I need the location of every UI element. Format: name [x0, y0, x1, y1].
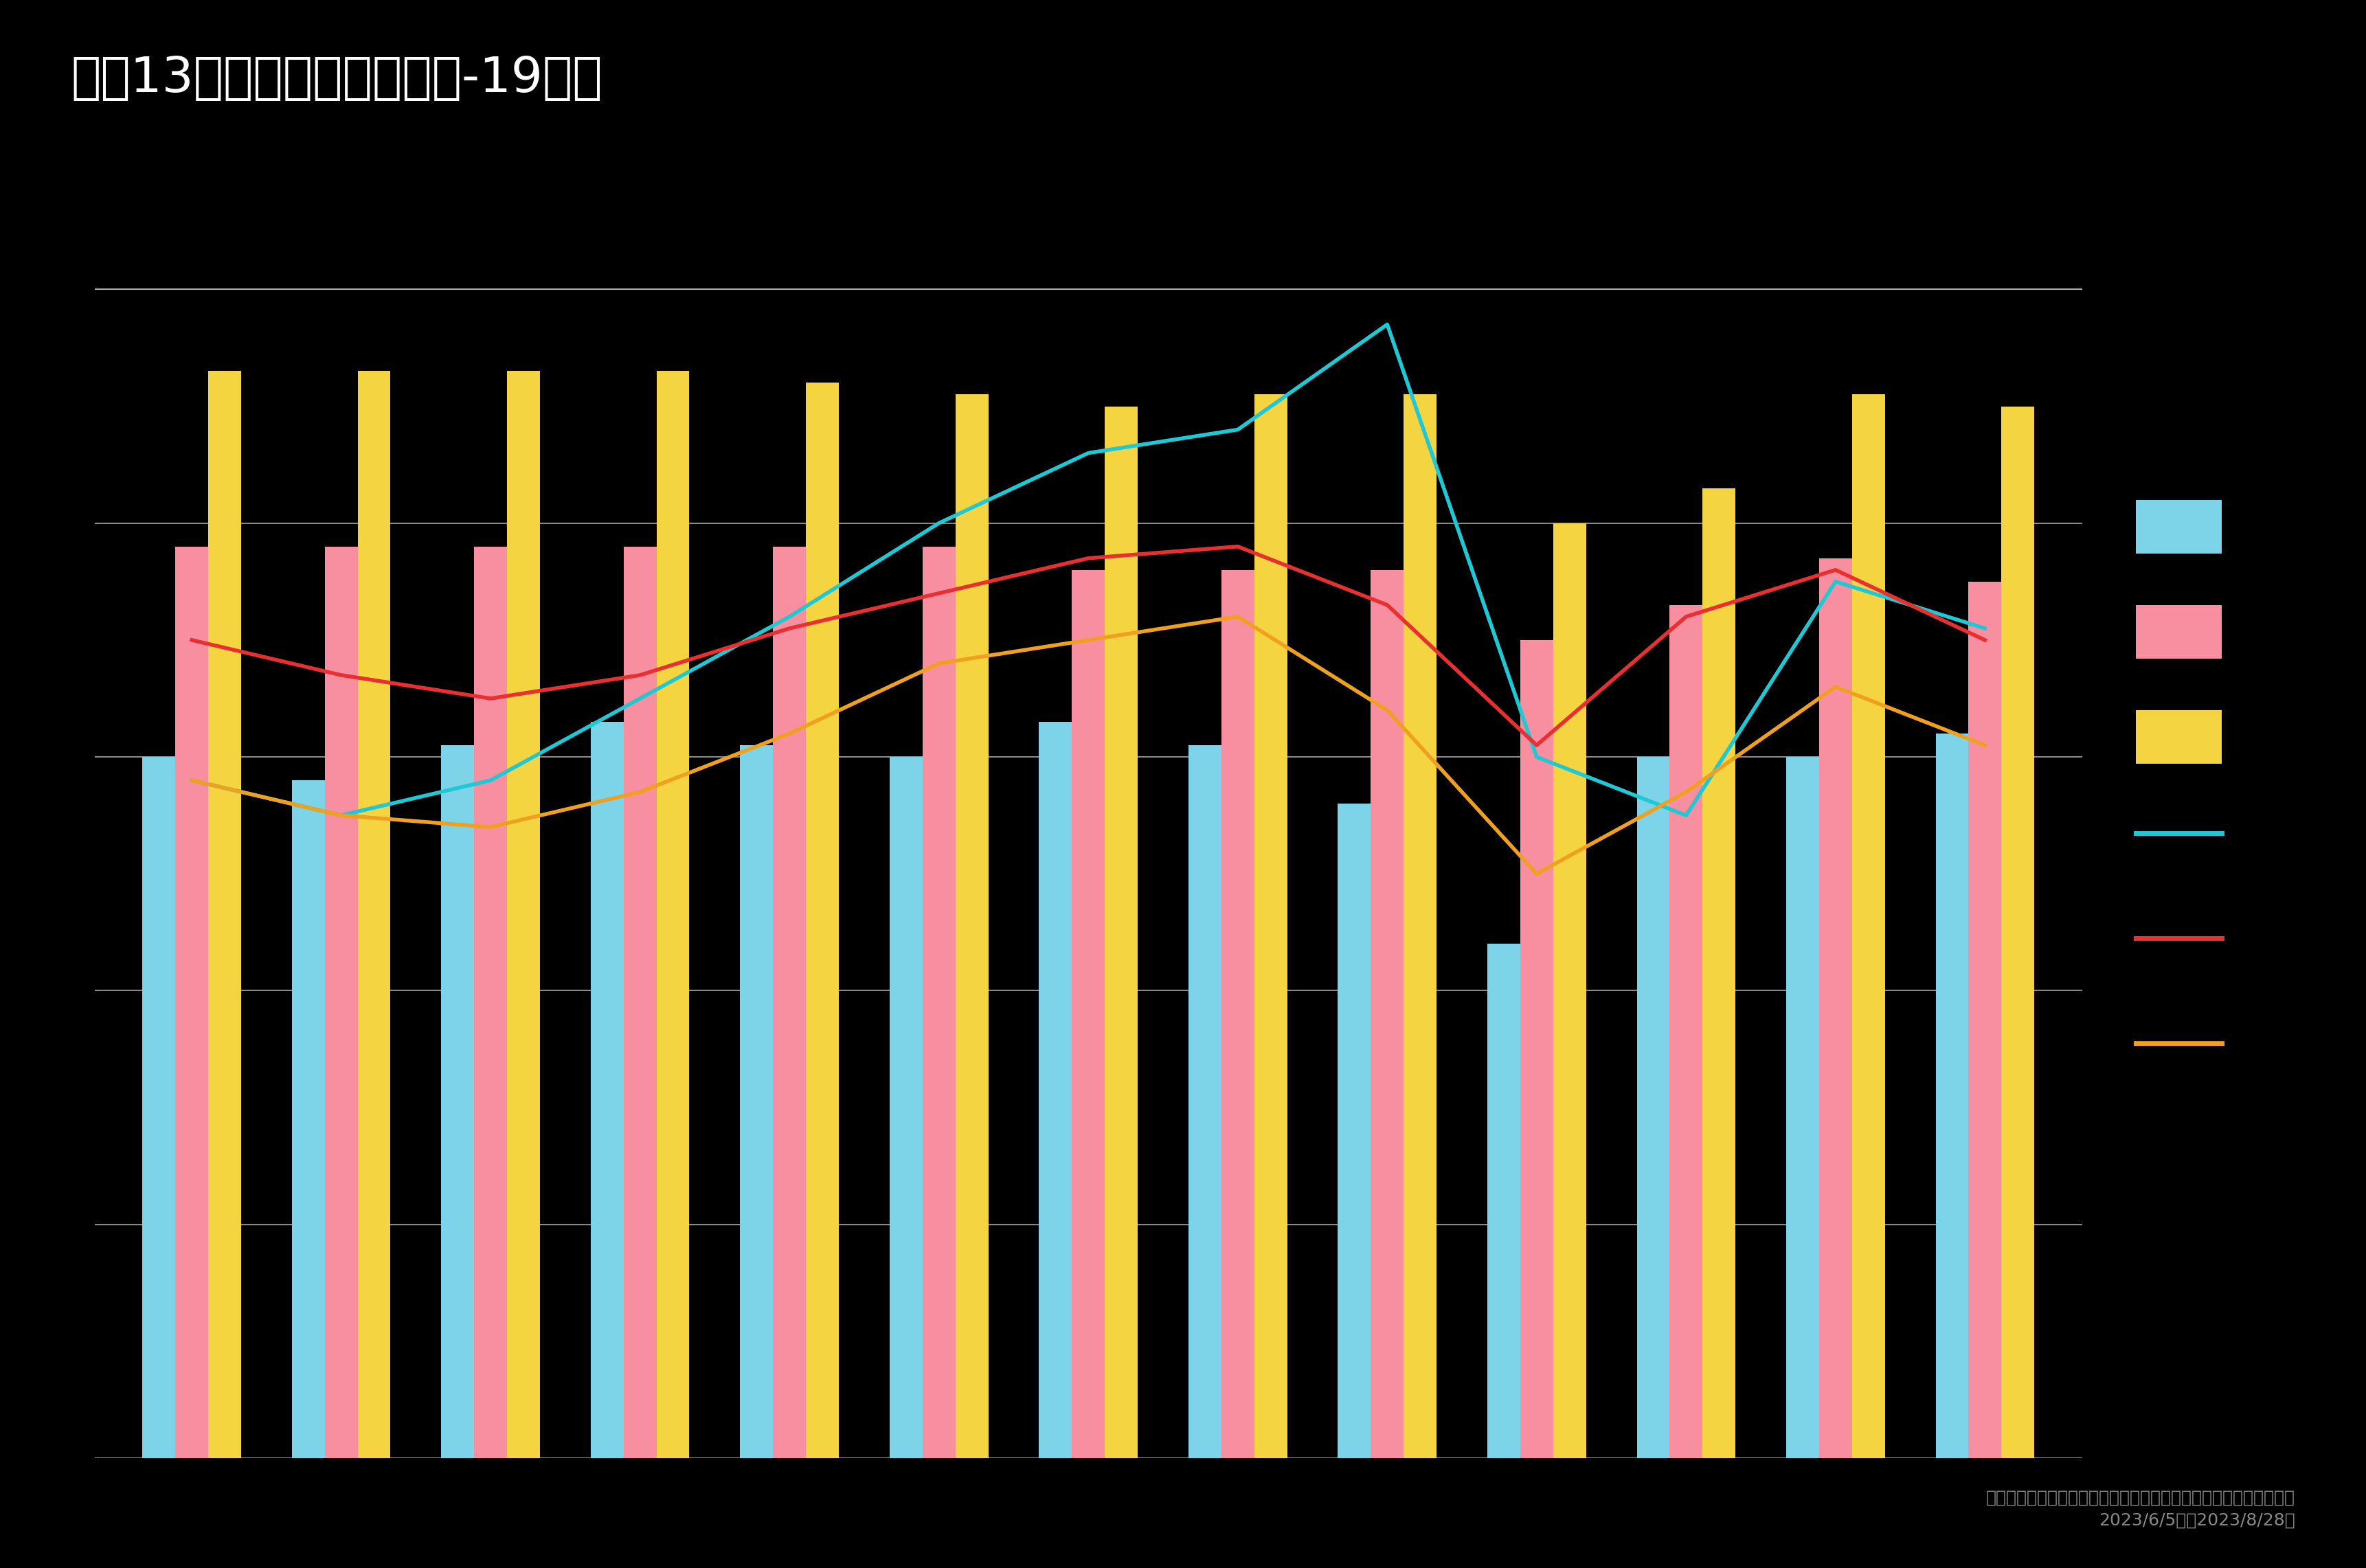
- Bar: [1403, 395, 1436, 1458]
- Bar: [2002, 406, 2035, 1458]
- Bar: [291, 781, 324, 1458]
- Bar: [1521, 640, 1552, 1458]
- Bar: [1819, 558, 1853, 1458]
- Bar: [1254, 395, 1287, 1458]
- Bar: [592, 721, 625, 1458]
- Bar: [1105, 406, 1138, 1458]
- Bar: [956, 395, 989, 1458]
- Bar: [1221, 569, 1254, 1458]
- Text: データ：モバイル空間統計・国内人口分布統計（リアルタイム版）
2023/6/5週～2023/8/28週: データ：モバイル空間統計・国内人口分布統計（リアルタイム版） 2023/6/5週…: [1985, 1490, 2295, 1529]
- Bar: [208, 372, 241, 1458]
- Bar: [506, 372, 539, 1458]
- Bar: [655, 372, 689, 1458]
- Bar: [1337, 804, 1370, 1458]
- Bar: [1552, 524, 1585, 1458]
- Bar: [1704, 488, 1734, 1458]
- Bar: [923, 547, 956, 1458]
- Bar: [175, 547, 208, 1458]
- Bar: [625, 547, 655, 1458]
- Bar: [142, 757, 175, 1458]
- Bar: [807, 383, 840, 1458]
- Bar: [1188, 745, 1221, 1458]
- Bar: [1488, 944, 1521, 1458]
- Bar: [1670, 605, 1704, 1458]
- Text: 直近13週の人口推移　平日‐19時台: 直近13週の人口推移 平日‐19時台: [71, 55, 603, 102]
- Bar: [1039, 721, 1072, 1458]
- Bar: [473, 547, 506, 1458]
- Bar: [1969, 582, 2002, 1458]
- Bar: [774, 547, 807, 1458]
- Bar: [1637, 757, 1670, 1458]
- Bar: [324, 547, 357, 1458]
- Bar: [1370, 569, 1403, 1458]
- Bar: [1786, 757, 1819, 1458]
- Legend: , , , , , : , , , , ,: [2136, 500, 2236, 1079]
- Bar: [357, 372, 390, 1458]
- Bar: [741, 745, 774, 1458]
- Bar: [1072, 569, 1105, 1458]
- Bar: [1935, 734, 1969, 1458]
- Bar: [442, 745, 473, 1458]
- Bar: [1853, 395, 1886, 1458]
- Bar: [890, 757, 923, 1458]
